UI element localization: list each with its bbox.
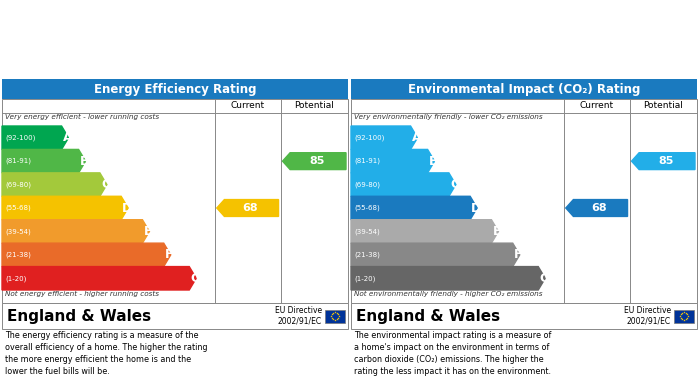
- Bar: [351, 99, 697, 303]
- Bar: [2, 99, 348, 303]
- Text: (69-80): (69-80): [5, 181, 31, 188]
- Bar: [351, 79, 697, 99]
- Polygon shape: [351, 243, 519, 267]
- Text: 85: 85: [309, 156, 325, 166]
- Polygon shape: [351, 196, 477, 220]
- Polygon shape: [566, 199, 627, 217]
- Text: C: C: [101, 178, 110, 191]
- Text: (39-54): (39-54): [354, 228, 379, 235]
- Text: Energy Efficiency Rating: Energy Efficiency Rating: [94, 83, 256, 95]
- Text: 85: 85: [658, 156, 673, 166]
- Text: 68: 68: [592, 203, 607, 213]
- Text: G: G: [539, 272, 550, 285]
- Text: F: F: [164, 248, 173, 261]
- Bar: [674, 310, 694, 323]
- Text: (1-20): (1-20): [354, 275, 375, 282]
- Polygon shape: [2, 196, 128, 220]
- Text: The energy efficiency rating is a measure of the
overall efficiency of a home. T: The energy efficiency rating is a measur…: [5, 331, 207, 377]
- Text: Potential: Potential: [643, 102, 683, 111]
- Text: A: A: [62, 131, 72, 144]
- Text: England & Wales: England & Wales: [7, 308, 151, 323]
- Polygon shape: [351, 267, 545, 290]
- Text: Current: Current: [580, 102, 614, 111]
- Text: F: F: [514, 248, 522, 261]
- Bar: [2, 303, 348, 329]
- Text: D: D: [471, 201, 482, 215]
- Text: B: B: [80, 155, 89, 168]
- Text: EU Directive
2002/91/EC: EU Directive 2002/91/EC: [624, 306, 671, 326]
- Polygon shape: [2, 267, 196, 290]
- Text: Potential: Potential: [294, 102, 334, 111]
- Bar: [325, 310, 345, 323]
- Text: EU Directive
2002/91/EC: EU Directive 2002/91/EC: [275, 306, 322, 326]
- Text: D: D: [122, 201, 132, 215]
- Text: Current: Current: [230, 102, 265, 111]
- Text: Very energy efficient - lower running costs: Very energy efficient - lower running co…: [5, 114, 159, 120]
- Polygon shape: [351, 149, 435, 173]
- Text: England & Wales: England & Wales: [356, 308, 500, 323]
- Polygon shape: [283, 153, 346, 170]
- Text: (39-54): (39-54): [5, 228, 31, 235]
- Polygon shape: [351, 220, 498, 243]
- Text: (92-100): (92-100): [5, 135, 36, 141]
- Text: The environmental impact rating is a measure of
a home's impact on the environme: The environmental impact rating is a mea…: [354, 331, 552, 377]
- Text: A: A: [412, 131, 421, 144]
- Text: G: G: [190, 272, 200, 285]
- Text: (92-100): (92-100): [354, 135, 384, 141]
- Polygon shape: [2, 220, 149, 243]
- Polygon shape: [2, 173, 107, 196]
- Polygon shape: [351, 126, 418, 149]
- Text: Very environmentally friendly - lower CO₂ emissions: Very environmentally friendly - lower CO…: [354, 114, 542, 120]
- Text: (55-68): (55-68): [354, 205, 379, 211]
- Polygon shape: [631, 153, 695, 170]
- Bar: [2, 79, 348, 99]
- Text: (21-38): (21-38): [5, 251, 31, 258]
- Text: Environmental Impact (CO₂) Rating: Environmental Impact (CO₂) Rating: [408, 83, 640, 95]
- Text: E: E: [144, 225, 152, 238]
- Text: Not environmentally friendly - higher CO₂ emissions: Not environmentally friendly - higher CO…: [354, 291, 542, 297]
- Text: B: B: [428, 155, 438, 168]
- Text: (55-68): (55-68): [5, 205, 31, 211]
- Text: (81-91): (81-91): [5, 158, 31, 164]
- Text: (81-91): (81-91): [354, 158, 380, 164]
- Text: C: C: [450, 178, 459, 191]
- Text: (69-80): (69-80): [354, 181, 380, 188]
- Text: (1-20): (1-20): [5, 275, 27, 282]
- Polygon shape: [2, 243, 171, 267]
- Text: (21-38): (21-38): [354, 251, 380, 258]
- Text: E: E: [492, 225, 501, 238]
- Polygon shape: [351, 173, 456, 196]
- Bar: [351, 303, 697, 329]
- Text: Not energy efficient - higher running costs: Not energy efficient - higher running co…: [5, 291, 159, 297]
- Polygon shape: [2, 149, 85, 173]
- Polygon shape: [217, 199, 279, 217]
- Polygon shape: [2, 126, 69, 149]
- Text: 68: 68: [242, 203, 258, 213]
